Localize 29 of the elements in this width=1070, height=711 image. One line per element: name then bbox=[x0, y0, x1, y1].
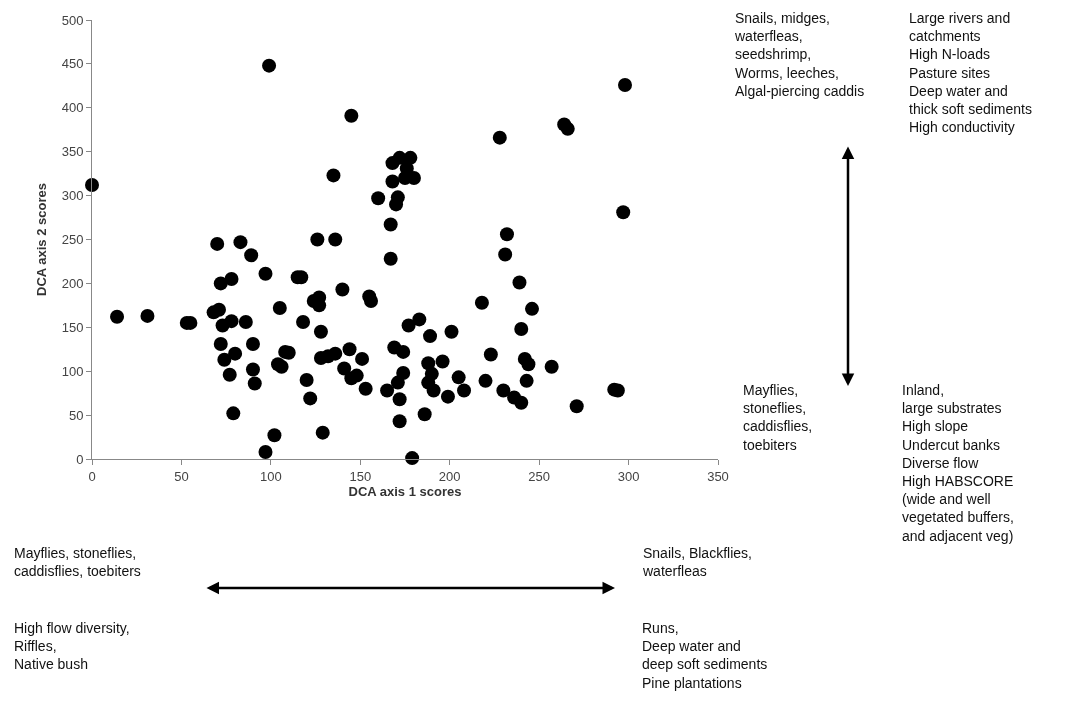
x-tick-label: 50 bbox=[174, 468, 189, 484]
y-tick-label: 400 bbox=[61, 100, 84, 116]
y-tick-label: 150 bbox=[61, 319, 84, 335]
x-tick-label: 300 bbox=[617, 468, 640, 484]
text: High flow diversity, Riffles, Native bush bbox=[14, 620, 130, 673]
x-tick-label: 200 bbox=[438, 468, 461, 484]
x-tick-label: 250 bbox=[528, 468, 550, 484]
y-tick-label: 50 bbox=[68, 407, 84, 423]
y-tick-label: 450 bbox=[61, 56, 84, 72]
text: Mayflies, stoneflies, caddisflies, toebiters bbox=[743, 382, 813, 453]
y-tick-label: 200 bbox=[61, 275, 84, 291]
x-tick-label: 100 bbox=[260, 468, 282, 484]
y-tick-label: 0 bbox=[76, 451, 84, 467]
y-tick-label: 350 bbox=[61, 144, 84, 160]
y-tick-label: 100 bbox=[61, 363, 84, 379]
text: Runs, Deep water and deep soft sediments Pine plantations bbox=[642, 620, 768, 691]
text: Snails, Blackflies, waterfleas bbox=[642, 545, 752, 580]
x-tick-label: 150 bbox=[349, 468, 372, 484]
text: Mayflies, stoneflies, caddisflies, toebiters bbox=[14, 545, 141, 580]
text: Snails, midges, waterfleas, seedshrimp, Worms, leeches, Algal-piercing caddis bbox=[734, 10, 865, 99]
x-tick-label: 350 bbox=[707, 468, 729, 484]
y-tick-label: 250 bbox=[61, 232, 84, 248]
y-tick-label: 300 bbox=[61, 188, 84, 204]
x-axis-title: DCA axis 1 scores bbox=[348, 484, 462, 500]
text: Inland, large substrates High slope Undercut banks Diverse flow High HABSCORE (wide and well vegetated buffers, and adjacent veg) bbox=[902, 382, 1014, 544]
text: Large rivers and catchments High N-loads Pasture sites Deep water and thick soft sediments High conductivity bbox=[909, 10, 1032, 136]
y-tick-label: 500 bbox=[61, 12, 84, 28]
y-axis-title: DCA axis 2 scores bbox=[33, 183, 49, 296]
x-tick-label: 0 bbox=[88, 468, 96, 484]
